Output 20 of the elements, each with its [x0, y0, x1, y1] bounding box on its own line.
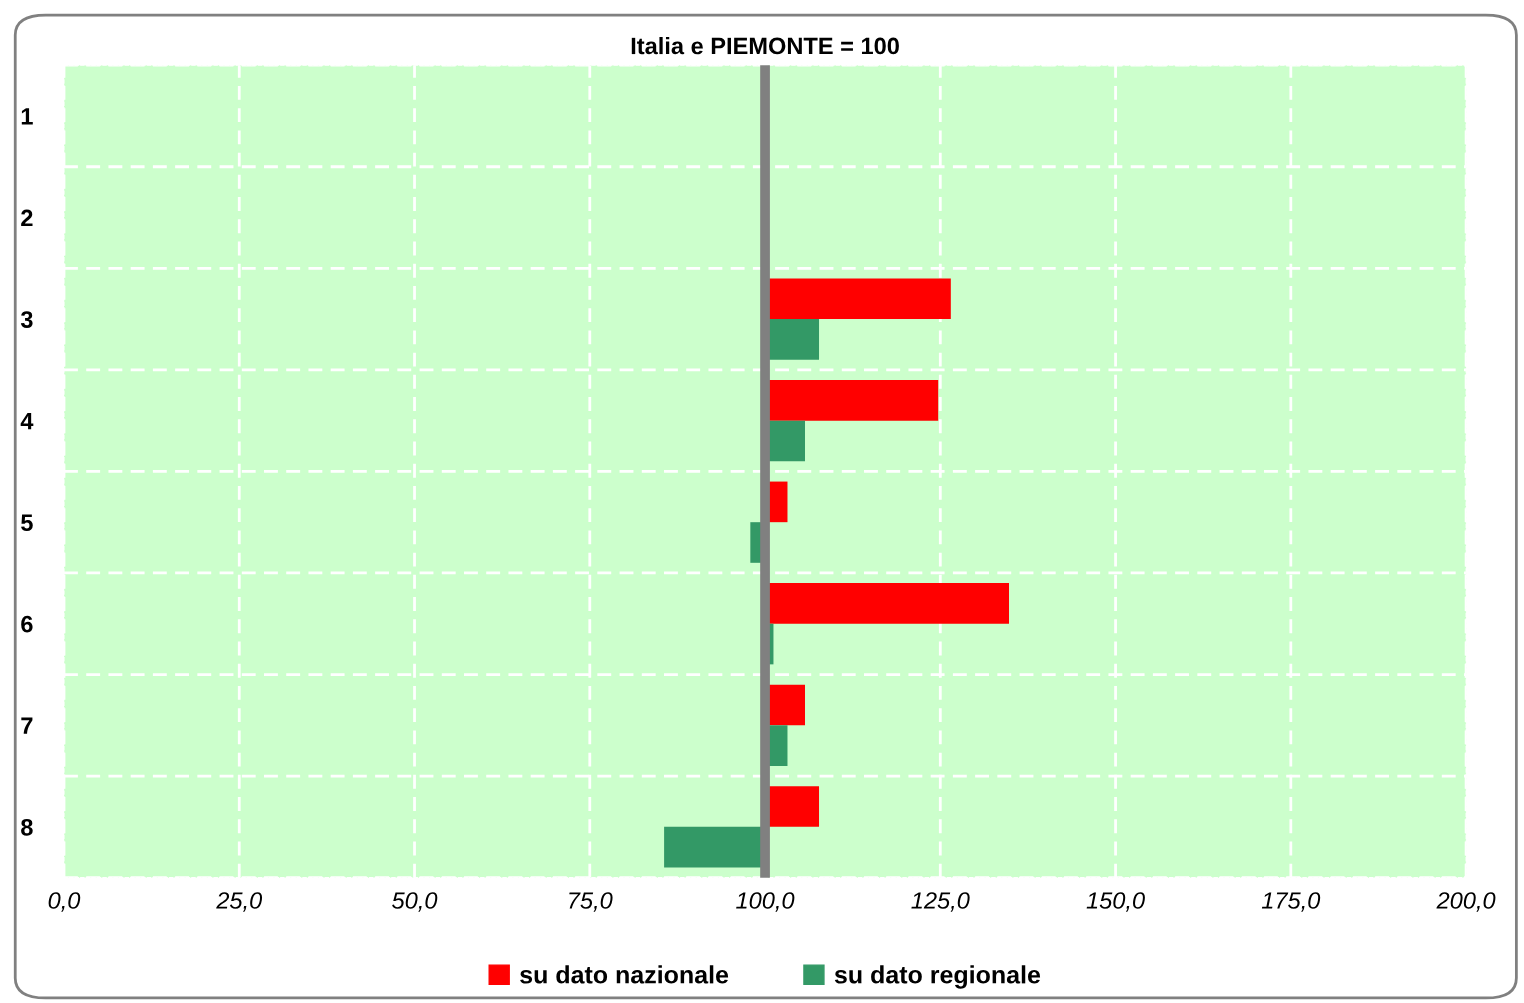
y-tick-label: 4 [20, 412, 34, 430]
x-tick-label: 25,0 [216, 892, 263, 912]
y-tick-label: 2 [21, 209, 33, 227]
x-tick-label: 200,0 [1436, 892, 1496, 912]
y-tick-label: 6 [21, 615, 33, 633]
x-tick-label: 100,0 [736, 892, 795, 912]
legend-label: su dato nazionale [520, 965, 729, 984]
legend-label: su dato regionale [834, 965, 1041, 989]
x-tick-label: 150,0 [1086, 892, 1145, 912]
x-tick-label: 125,0 [911, 892, 970, 912]
x-tick-label: 50,0 [392, 892, 438, 912]
y-tick-label: 3 [20, 311, 33, 328]
y-tick-label: 8 [21, 818, 33, 836]
x-tick-label: 0,0 [48, 892, 81, 912]
y-tick-label: 7 [21, 717, 33, 734]
chart-title: Italia e PIEMONTE = 100 [631, 36, 899, 55]
x-tick-label: 175,0 [1261, 892, 1321, 912]
y-tick-label: 5 [21, 514, 33, 531]
x-tick-label: 75,0 [569, 892, 613, 912]
y-tick-label: 1 [21, 108, 33, 125]
